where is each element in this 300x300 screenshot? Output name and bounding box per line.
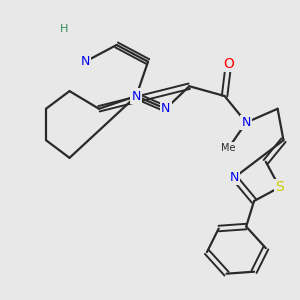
- Text: O: O: [223, 57, 234, 70]
- Text: N: N: [161, 102, 170, 115]
- Text: H: H: [59, 24, 68, 34]
- Text: N: N: [230, 171, 239, 184]
- Text: N: N: [242, 116, 251, 129]
- Text: Me: Me: [221, 143, 236, 153]
- Text: S: S: [275, 180, 284, 194]
- Text: N: N: [132, 89, 141, 103]
- Text: N: N: [80, 55, 90, 68]
